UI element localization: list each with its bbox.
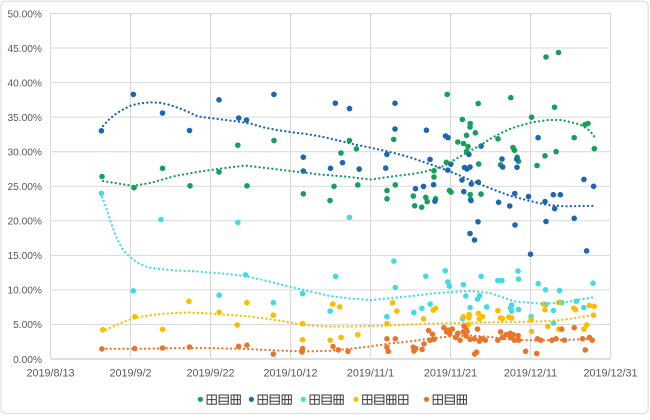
svg-text:2019/12/11: 2019/12/11	[504, 368, 557, 380]
svg-text:50.00%: 50.00%	[7, 9, 42, 20]
svg-text:2019/11/1: 2019/11/1	[347, 368, 394, 380]
svg-text:35.00%: 35.00%	[7, 113, 42, 124]
svg-text:2019/9/22: 2019/9/22	[186, 368, 234, 380]
svg-text:5.00%: 5.00%	[13, 320, 42, 331]
svg-text:2019/10/12: 2019/10/12	[263, 368, 317, 380]
svg-text:15.00%: 15.00%	[7, 251, 42, 262]
svg-text:2019/8/13: 2019/8/13	[26, 368, 74, 380]
svg-text:30.00%: 30.00%	[7, 148, 42, 159]
svg-text:40.00%: 40.00%	[7, 78, 42, 89]
svg-text:2019/11/21: 2019/11/21	[424, 368, 477, 380]
svg-text:2019/9/2: 2019/9/2	[109, 368, 151, 380]
svg-text:0.00%: 0.00%	[13, 355, 42, 366]
svg-text:20.00%: 20.00%	[7, 217, 42, 228]
svg-text:25.00%: 25.00%	[7, 182, 42, 193]
svg-text:45.00%: 45.00%	[7, 44, 42, 55]
svg-text:2019/12/31: 2019/12/31	[583, 368, 637, 380]
svg-text:10.00%: 10.00%	[7, 286, 42, 297]
